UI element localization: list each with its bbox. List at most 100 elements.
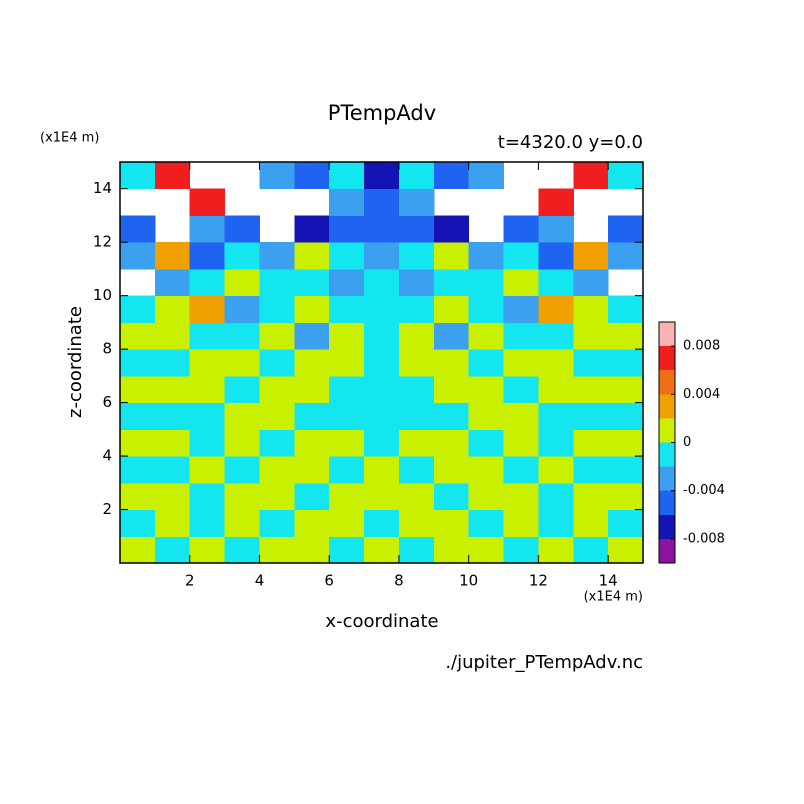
contour-cell [224,536,260,564]
y-tick-label: 6 [102,393,112,411]
contour-cell [154,456,191,484]
colorbar-box [659,394,675,419]
colorbar-box [659,418,675,443]
contour-cell [364,215,400,243]
plot-frame [119,161,644,564]
contour-cell [154,162,191,190]
contour-cell [468,456,505,484]
contour-cell [468,482,505,511]
contour-cell [503,295,539,323]
contour-cell [503,349,539,377]
contour-cell [189,349,226,377]
contour-cell [329,349,365,377]
contour-cell [259,402,295,430]
contour-cell [294,456,330,484]
contour-cell [538,402,574,430]
contour-cell [259,162,295,190]
contour-cell [120,215,156,243]
contour-cell [120,509,156,537]
contour-cell [573,375,609,404]
contour-cell [189,456,226,484]
contour-cell [503,322,539,350]
contour-cell [538,456,574,484]
contour-cell [433,429,470,457]
contour-cell [503,429,539,457]
contour-cell [503,482,539,511]
x-tick-label: 6 [324,572,334,590]
colorbar-box [659,442,675,467]
contour-cell [503,402,539,430]
contour-cell [503,375,539,404]
contour-cell [538,215,574,243]
y-tick-label: 4 [102,447,112,465]
contour-cell [468,402,505,430]
contour-cell [433,456,470,484]
colorbar-tick-label: -0.008 [683,531,725,546]
contour-cell [608,536,644,564]
contour-cell [433,509,470,537]
contour-cell [224,509,260,537]
x-tick-label: 10 [459,572,478,590]
contour-cell [398,322,435,350]
colorbar-box [659,490,675,515]
contour-cell [433,295,470,323]
contour-cell [259,509,295,537]
contour-cell [224,215,260,243]
contour-cell [538,322,574,350]
contour-cell [120,242,156,270]
contour-cell [224,456,260,484]
contour-cell [608,429,644,457]
colorbar-tick-label: 0.008 [683,339,720,354]
contour-cell [329,268,365,297]
contour-cell [189,375,226,404]
contour-cell [398,482,435,511]
contour-cell [538,536,574,564]
x-axis-label: x-coordinate [325,611,438,632]
contour-cell [398,509,435,537]
contour-cell [364,268,400,297]
contour-cell [329,242,365,270]
contour-cell [468,242,505,270]
contour-cell [573,242,609,270]
contour-cell [294,482,330,511]
contour-cell [329,295,365,323]
contour-cell [433,482,470,511]
contour-cell [294,295,330,323]
contour-cell [503,268,539,297]
contour-cell [329,456,365,484]
contour-cell [259,242,295,270]
contour-cell [329,482,365,511]
contour-cell [538,295,574,323]
contour-cell [364,375,400,404]
contour-cell [364,188,400,216]
contour-cell [433,375,470,404]
contour-cell [154,509,191,537]
contour-cell [259,536,295,564]
contour-cell [154,402,191,430]
colorbar-box [659,370,675,395]
contour-cell [120,322,156,350]
x-unit: (x1E4 m) [584,590,643,605]
contour-cell [329,402,365,430]
contour-cell [224,295,260,323]
contour-cell [503,536,539,564]
contour-cell [364,536,400,564]
contour-cell [468,429,505,457]
contour-cell [364,322,400,350]
contour-cell [259,322,295,350]
contour-cell [364,482,400,511]
contour-cell [538,268,574,297]
contour-cell [154,536,191,564]
contour-cell [503,456,539,484]
contour-cell [294,536,330,564]
contour-cell [120,162,156,190]
chart-title: PTempAdv [328,101,436,125]
contour-cell [120,429,156,457]
contour-cell [294,349,330,377]
contour-cell [329,215,365,243]
contour-cell [433,322,470,350]
contour-cell [294,429,330,457]
y-tick-label: 8 [102,340,112,358]
contour-cell [294,402,330,430]
contour-cell [294,322,330,350]
